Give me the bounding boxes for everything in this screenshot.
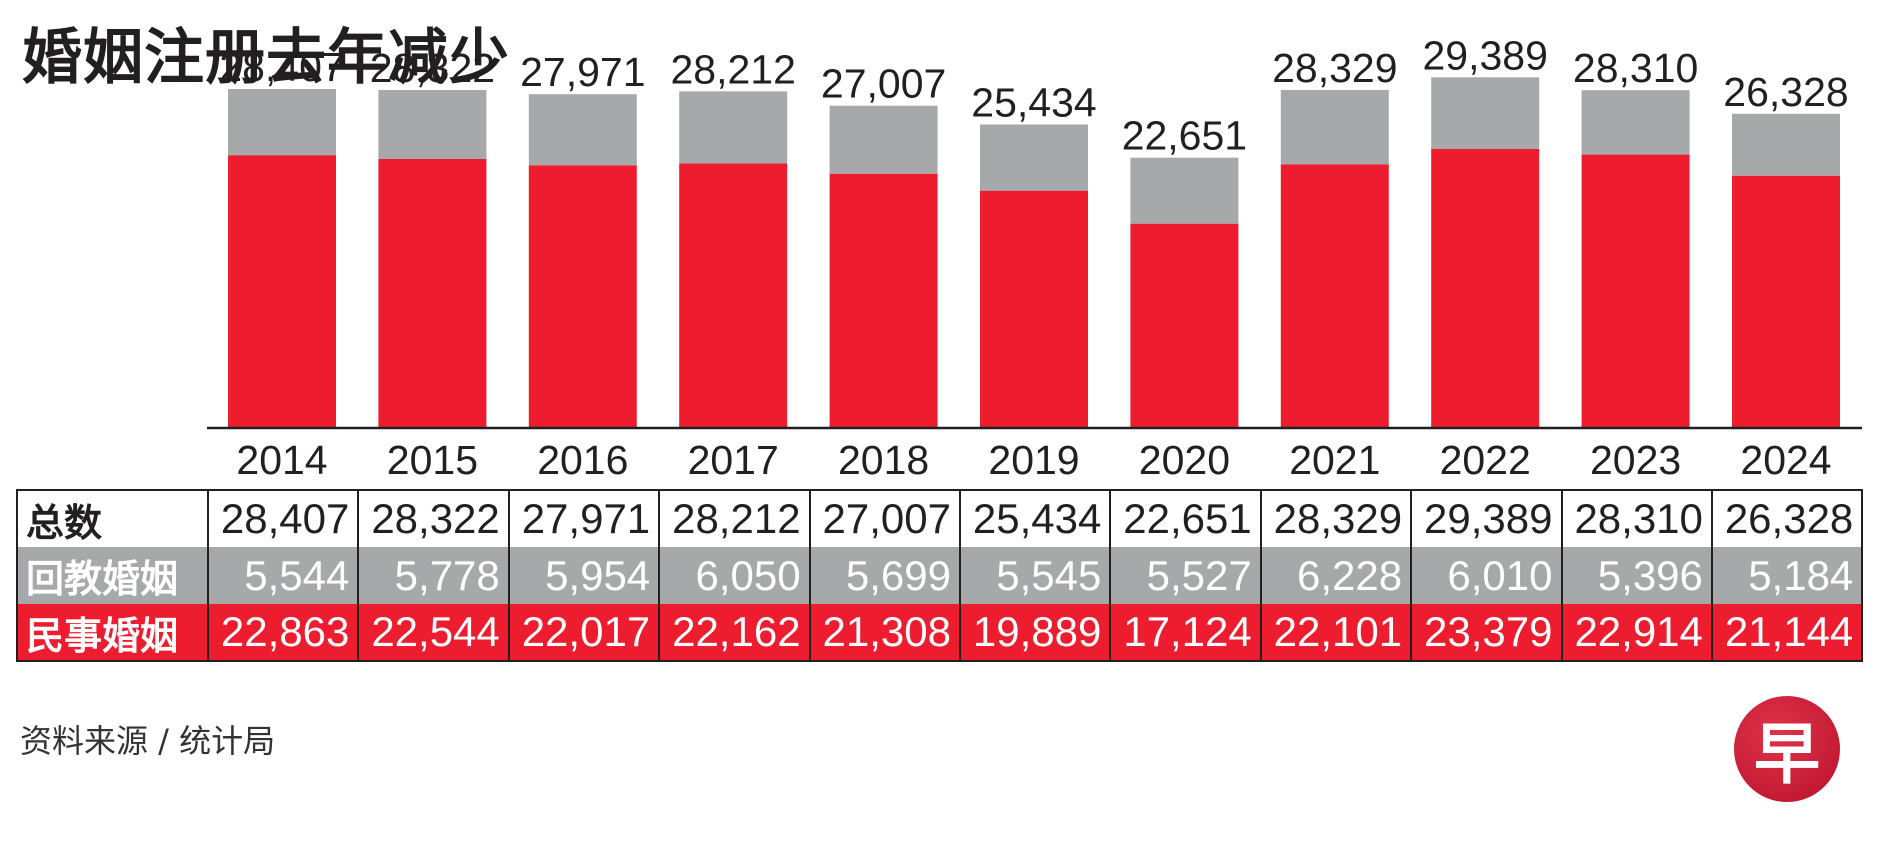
cell-total-2020: 22,651 xyxy=(1110,490,1262,547)
row-label-civil: 民事婚姻 xyxy=(17,604,209,661)
year-tick-2015: 2015 xyxy=(387,437,478,480)
bar-civil-2016 xyxy=(528,165,637,428)
year-tick-2014: 2014 xyxy=(236,437,327,480)
cell-civil-2023: 22,914 xyxy=(1561,604,1713,661)
cell-muslim-2015: 5,778 xyxy=(358,547,510,604)
total-label-2014: 28,407 xyxy=(219,44,344,90)
cell-civil-2020: 17,124 xyxy=(1110,604,1262,661)
year-tick-2024: 2024 xyxy=(1740,437,1831,480)
bar-muslim-2016 xyxy=(528,94,637,166)
bar-civil-2021 xyxy=(1280,164,1389,428)
cell-total-2022: 29,389 xyxy=(1411,490,1563,547)
cell-civil-2022: 23,379 xyxy=(1411,604,1563,661)
bar-civil-2019 xyxy=(980,190,1088,428)
chart-title: 婚姻注册去年减少 xyxy=(22,23,510,93)
bar-civil-2020 xyxy=(1130,223,1239,428)
table-row-muslim: 回教婚姻 5,544 5,778 5,954 6,050 5,699 5,545 5,527… xyxy=(17,547,1864,604)
cell-muslim-2017: 6,050 xyxy=(659,547,811,604)
cell-total-2017: 28,212 xyxy=(659,490,811,547)
bar-civil-2022 xyxy=(1431,149,1540,428)
cell-muslim-2023: 5,396 xyxy=(1561,547,1713,604)
total-label-2024: 26,328 xyxy=(1723,69,1848,115)
cell-civil-2024: 21,144 xyxy=(1711,604,1864,661)
total-label-2021: 28,329 xyxy=(1272,45,1397,91)
cell-civil-2015: 22,544 xyxy=(358,604,510,661)
cell-civil-2017: 22,162 xyxy=(659,604,811,661)
cell-total-2023: 28,310 xyxy=(1561,490,1713,547)
total-label-2022: 29,389 xyxy=(1422,32,1547,78)
cell-muslim-2021: 6,228 xyxy=(1260,547,1413,604)
table-row-total: 总数 28,407 28,322 27,971 28,212 27,007 25,434 2… xyxy=(17,490,1864,547)
bar-civil-2017 xyxy=(679,163,788,429)
cell-total-2019: 25,434 xyxy=(959,490,1112,547)
cell-total-2015: 28,322 xyxy=(358,490,510,547)
cell-civil-2014: 22,863 xyxy=(208,604,360,661)
year-tick-2019: 2019 xyxy=(988,437,1079,480)
zaobao-logo: 早 xyxy=(1734,696,1840,802)
cell-total-2024: 26,328 xyxy=(1711,490,1864,547)
bar-civil-2024 xyxy=(1732,175,1840,428)
year-tick-2020: 2020 xyxy=(1139,437,1230,480)
year-tick-2021: 2021 xyxy=(1289,437,1380,480)
cell-total-2021: 28,329 xyxy=(1260,490,1413,547)
total-label-2023: 28,310 xyxy=(1573,45,1698,91)
cell-civil-2016: 22,017 xyxy=(508,604,661,661)
cell-muslim-2019: 5,545 xyxy=(959,547,1112,604)
cell-civil-2019: 19,889 xyxy=(959,604,1112,661)
total-label-2019: 25,434 xyxy=(971,79,1096,125)
cell-muslim-2022: 6,010 xyxy=(1411,547,1563,604)
year-tick-2022: 2022 xyxy=(1440,437,1531,480)
bar-civil-2018 xyxy=(829,173,938,428)
bar-civil-2014 xyxy=(228,155,336,428)
bar-muslim-2019 xyxy=(980,124,1088,191)
cell-muslim-2024: 5,184 xyxy=(1711,547,1864,604)
cell-muslim-2020: 5,527 xyxy=(1110,547,1262,604)
bar-muslim-2018 xyxy=(829,105,938,174)
bar-muslim-2021 xyxy=(1280,89,1389,165)
year-tick-2018: 2018 xyxy=(838,437,929,480)
bar-muslim-2023 xyxy=(1581,90,1690,155)
total-label-2016: 27,971 xyxy=(520,49,645,95)
bar-muslim-2020 xyxy=(1130,157,1239,224)
total-label-2017: 28,212 xyxy=(670,46,795,92)
cell-total-2016: 27,971 xyxy=(508,490,661,547)
total-label-2020: 22,651 xyxy=(1122,113,1247,159)
source-note: 资料来源 / 统计局 xyxy=(20,722,276,760)
total-label-2018: 27,007 xyxy=(821,61,946,107)
bar-muslim-2014 xyxy=(228,89,336,156)
total-label-2015: 28,322 xyxy=(370,45,495,91)
year-tick-2016: 2016 xyxy=(537,437,628,480)
cell-muslim-2014: 5,544 xyxy=(208,547,360,604)
cell-total-2014: 28,407 xyxy=(208,490,360,547)
cell-muslim-2016: 5,954 xyxy=(508,547,661,604)
data-table: 总数 28,407 28,322 27,971 28,212 27,007 25,434 2… xyxy=(16,489,1864,662)
year-tick-2023: 2023 xyxy=(1590,437,1681,480)
table-row-civil: 民事婚姻 22,863 22,544 22,017 22,162 21,308 19,88… xyxy=(17,604,1864,661)
cell-civil-2021: 22,101 xyxy=(1260,604,1413,661)
cell-total-2018: 27,007 xyxy=(809,490,961,547)
stacked-bar-chart: 28,407 28,322 27,971 28,212 27,007 25,434 22,6… xyxy=(207,32,1862,480)
row-label-total: 总数 xyxy=(17,490,209,547)
cell-civil-2018: 21,308 xyxy=(809,604,961,661)
year-tick-2017: 2017 xyxy=(688,437,779,480)
bar-muslim-2024 xyxy=(1732,113,1840,176)
bar-muslim-2017 xyxy=(679,91,788,164)
row-label-muslim: 回教婚姻 xyxy=(17,547,209,604)
cell-muslim-2018: 5,699 xyxy=(809,547,961,604)
bar-civil-2015 xyxy=(378,158,487,429)
bar-muslim-2022 xyxy=(1431,77,1540,150)
bar-muslim-2015 xyxy=(378,90,487,159)
bar-civil-2023 xyxy=(1581,154,1690,428)
